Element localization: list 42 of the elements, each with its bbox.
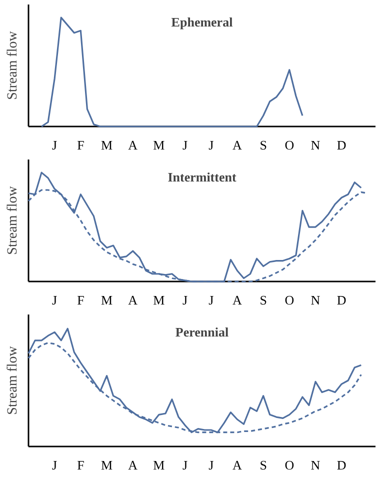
x-tick-label: N xyxy=(310,458,321,472)
chart-title: Ephemeral xyxy=(171,14,234,30)
x-tick-label: A xyxy=(128,138,138,152)
chart-title: Perennial xyxy=(175,324,229,340)
x-tick-label: F xyxy=(77,458,84,472)
x-tick-label: N xyxy=(310,292,321,308)
x-tick-label: D xyxy=(336,292,346,308)
x-tick-label: O xyxy=(284,458,294,472)
x-tick-label: A xyxy=(232,138,243,152)
x-tick-label: D xyxy=(336,138,346,152)
y-axis-title: Stream flow xyxy=(6,185,20,255)
x-tick-label: D xyxy=(336,458,346,472)
x-tick-label: A xyxy=(232,292,243,308)
x-tick-label: M xyxy=(153,458,166,472)
x-tick-label: S xyxy=(260,292,267,308)
x-tick-label: J xyxy=(208,138,214,152)
x-tick-label: J xyxy=(182,292,188,308)
x-tick-label: S xyxy=(260,138,267,152)
x-tick-label: A xyxy=(128,458,138,472)
x-tick-label: A xyxy=(128,292,138,308)
x-tick-label: J xyxy=(52,292,58,308)
x-tick-label: M xyxy=(153,292,166,308)
x-tick-label: M xyxy=(100,458,113,472)
x-tick-label: O xyxy=(284,138,294,152)
x-tick-label: J xyxy=(208,458,214,472)
x-tick-label: F xyxy=(77,292,84,308)
x-tick-label: M xyxy=(100,138,113,152)
x-tick-label: J xyxy=(182,458,188,472)
x-tick-label: S xyxy=(260,458,267,472)
x-tick-label: J xyxy=(52,138,58,152)
x-tick-label: J xyxy=(182,138,188,152)
x-tick-label: J xyxy=(52,458,58,472)
y-axis-title: Stream flow xyxy=(6,30,20,100)
chart-title: Intermittent xyxy=(168,170,237,184)
x-tick-label: J xyxy=(208,292,214,308)
x-tick-label: N xyxy=(310,138,321,152)
x-tick-label: A xyxy=(232,458,243,472)
y-axis-title: Stream flow xyxy=(6,345,20,415)
x-tick-label: O xyxy=(284,292,294,308)
x-tick-label: M xyxy=(100,292,113,308)
x-tick-label: M xyxy=(153,138,166,152)
x-tick-label: F xyxy=(77,138,84,152)
